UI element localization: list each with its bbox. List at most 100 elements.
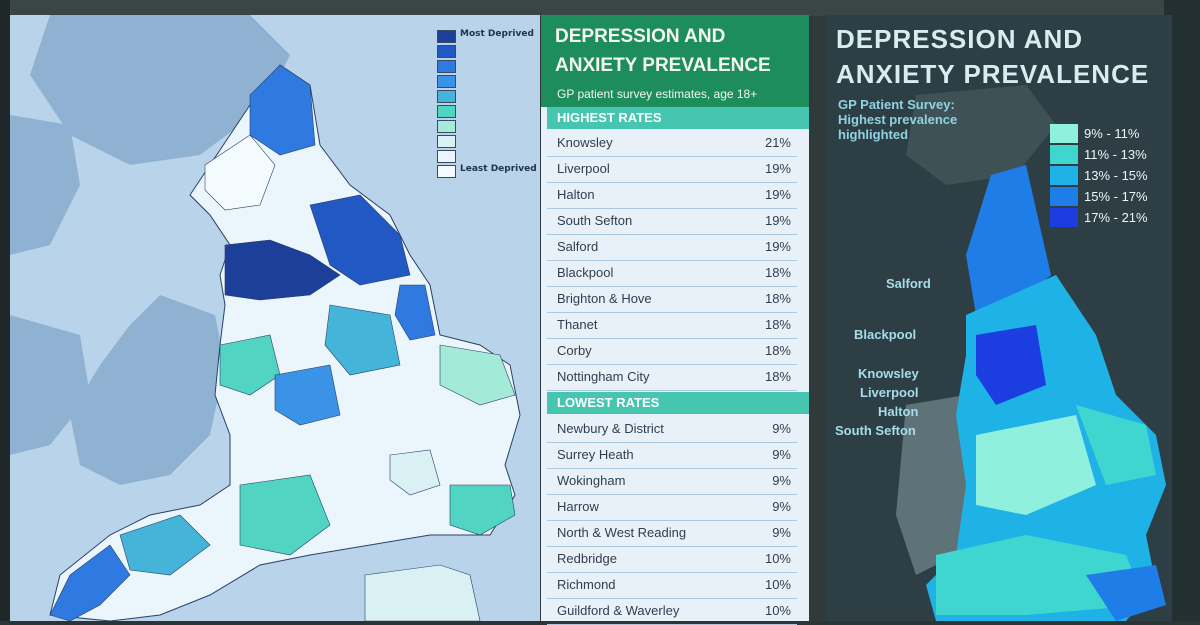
- place-label-liverpool: Liverpool: [860, 385, 919, 400]
- deprivation-map-panel: Most Deprived Least Deprived: [10, 15, 540, 621]
- deprivation-legend-swatch: [437, 45, 456, 58]
- highest-rate-value: 19%: [764, 187, 791, 202]
- deprivation-legend-item: [435, 89, 539, 104]
- highest-row: Thanet 18%: [547, 313, 797, 339]
- highest-area-name: Halton: [557, 187, 595, 202]
- place-label-knowsley: Knowsley: [858, 366, 919, 381]
- table-title-line2: ANXIETY PREVALENCE: [555, 55, 771, 76]
- lowest-row: Richmond 10%: [547, 573, 797, 599]
- wall-left: [0, 0, 10, 621]
- highest-rates-list: Knowsley 21% Liverpool 19% Halton 19% South Se…: [547, 131, 797, 391]
- highest-row: Salford 19%: [547, 235, 797, 261]
- lowest-area-name: Harrow: [557, 499, 599, 514]
- inset-map: [364, 564, 481, 621]
- prevalence-legend-label: 13% - 15%: [1084, 168, 1148, 183]
- deprivation-legend-swatch: [437, 120, 456, 133]
- lowest-rate-value: 9%: [772, 447, 791, 462]
- prevalence-legend-label: 17% - 21%: [1084, 210, 1148, 225]
- highest-rate-value: 18%: [764, 291, 791, 306]
- scotland-landmass: [30, 15, 290, 165]
- prevalence-legend-swatch: [1050, 208, 1078, 227]
- highest-rate-value: 18%: [764, 369, 791, 384]
- lowest-row: Wokingham 9%: [547, 469, 797, 495]
- highest-rate-value: 19%: [764, 213, 791, 228]
- scotland-landmass: [906, 85, 1056, 185]
- prevalence-legend-label: 11% - 13%: [1084, 147, 1147, 162]
- south-band: [936, 535, 1146, 615]
- prevalence-legend-swatch: [1050, 166, 1078, 185]
- deprivation-legend-label: Least Deprived: [460, 164, 537, 174]
- deprivation-legend-item: [435, 119, 539, 134]
- region-humber: [394, 284, 436, 341]
- deprivation-legend-item: [435, 74, 539, 89]
- deprivation-legend-item: Most Deprived: [435, 29, 539, 44]
- region-london: [389, 449, 441, 496]
- table-subtitle: GP patient survey estimates, age 18+: [557, 87, 758, 101]
- prevalence-map: [896, 85, 1166, 621]
- map-title-line2: ANXIETY PREVALENCE: [836, 59, 1150, 89]
- lowest-area-name: Redbridge: [557, 551, 617, 566]
- highest-rate-value: 18%: [764, 343, 791, 358]
- lowest-row: Harrow 9%: [547, 495, 797, 521]
- lowest-area-name: Guildford & Waverley: [557, 603, 680, 618]
- england-north: [966, 165, 1051, 315]
- map-subtitle: GP Patient Survey: Highest prevalence hi…: [838, 97, 958, 142]
- lowest-row: Redbridge 10%: [547, 547, 797, 573]
- place-label-blackpool: Blackpool: [854, 327, 917, 342]
- highest-row: Nottingham City 18%: [547, 365, 797, 391]
- lowest-rate-value: 10%: [764, 577, 791, 592]
- lowest-row: Guildford & Waverley 10%: [547, 599, 797, 625]
- southeast-coast: [1086, 565, 1166, 621]
- prevalence-table-panel: DEPRESSION AND ANXIETY PREVALENCE GP pat…: [541, 15, 809, 625]
- table-header: DEPRESSION AND ANXIETY PREVALENCE GP pat…: [541, 15, 809, 107]
- region-kent: [449, 484, 516, 536]
- prevalence-legend-swatch: [1050, 145, 1078, 164]
- deprivation-legend-label: Most Deprived: [460, 29, 534, 39]
- deprivation-legend-item: [435, 44, 539, 59]
- lowest-area-name: Wokingham: [557, 473, 626, 488]
- place-label-salford: Salford: [886, 276, 931, 291]
- map-title-line1: DEPRESSION AND: [836, 24, 1084, 54]
- highest-row: Knowsley 21%: [547, 131, 797, 157]
- highest-row: Halton 19%: [547, 183, 797, 209]
- highest-rates-header: HIGHEST RATES: [547, 107, 809, 129]
- highest-area-name: Nottingham City: [557, 369, 650, 384]
- lowest-rate-value: 9%: [772, 499, 791, 514]
- wales-landmass: [896, 395, 976, 575]
- highest-area-name: Knowsley: [557, 135, 613, 150]
- highest-area-name: Thanet: [557, 317, 598, 332]
- highest-rate-value: 19%: [764, 239, 791, 254]
- prevalence-map-panel: DEPRESSION AND ANXIETY PREVALENCE GP Pat…: [826, 15, 1172, 621]
- region-devon: [119, 514, 211, 576]
- deprivation-legend-item: [435, 104, 539, 119]
- deprivation-legend-item: [435, 134, 539, 149]
- highest-area-name: Salford: [557, 239, 599, 254]
- place-label-south-sefton: South Sefton: [835, 423, 916, 438]
- lowest-row: North & West Reading 9%: [547, 521, 797, 547]
- highest-area-name: Blackpool: [557, 265, 614, 280]
- highest-row: Brighton & Hove 18%: [547, 287, 797, 313]
- lowest-rate-value: 10%: [764, 551, 791, 566]
- deprivation-legend-swatch: [437, 135, 456, 148]
- wall-top: [0, 0, 1200, 16]
- table-title: DEPRESSION AND ANXIETY PREVALENCE: [555, 22, 795, 80]
- region-norfolk: [439, 344, 516, 406]
- lowest-area-name: Surrey Heath: [557, 447, 634, 462]
- lowest-rate-value: 10%: [764, 603, 791, 618]
- deprivation-map: [10, 15, 521, 621]
- ireland-south: [10, 315, 90, 455]
- deprivation-legend-swatch: [437, 105, 456, 118]
- northwest-cluster: [976, 325, 1046, 405]
- lowest-rate-value: 9%: [772, 473, 791, 488]
- lowest-row: Newbury & District 9%: [547, 417, 797, 443]
- midlands-low: [976, 415, 1096, 515]
- deprivation-legend-swatch: [437, 150, 456, 163]
- highest-area-name: Brighton & Hove: [557, 291, 652, 306]
- lowest-rates-header: LOWEST RATES: [547, 392, 809, 414]
- highest-rate-value: 21%: [764, 135, 791, 150]
- map-title: DEPRESSION AND ANXIETY PREVALENCE: [836, 22, 1156, 92]
- highest-area-name: South Sefton: [557, 213, 633, 228]
- deprivation-legend-swatch: [437, 60, 456, 73]
- place-label-halton: Halton: [878, 404, 919, 419]
- highest-area-name: Corby: [557, 343, 592, 358]
